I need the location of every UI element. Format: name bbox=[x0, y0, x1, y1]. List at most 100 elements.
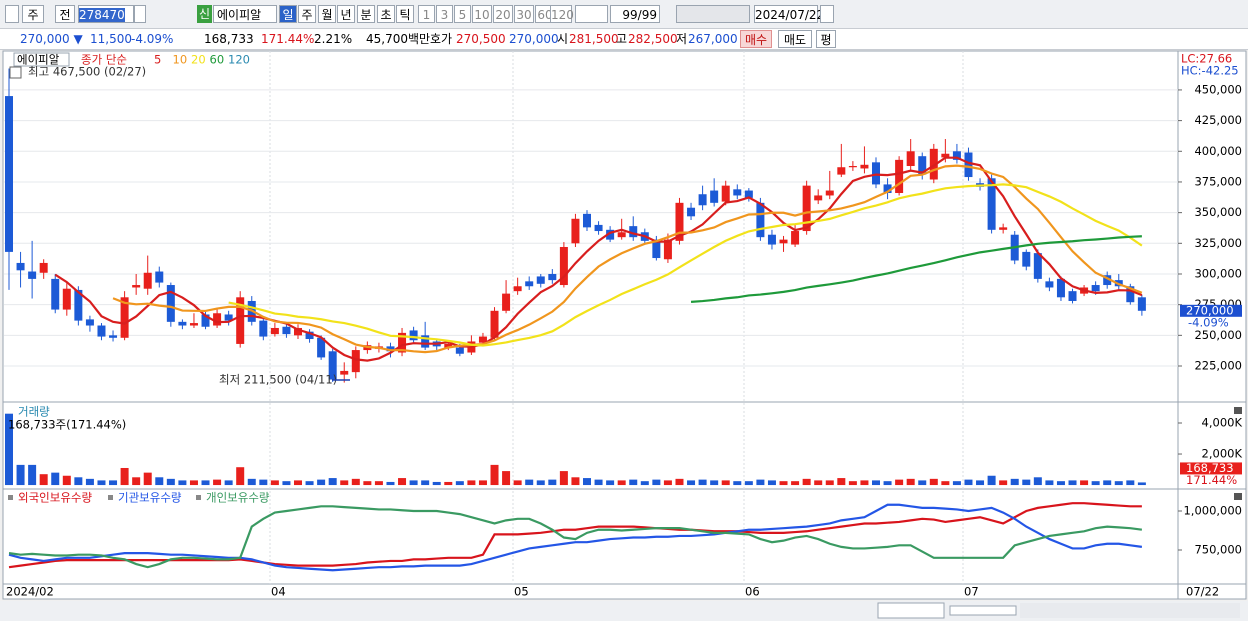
range[interactable]: 99/99 bbox=[610, 5, 660, 23]
interval[interactable]: 월 bbox=[318, 5, 336, 23]
buy-button[interactable]: 매수 bbox=[740, 30, 772, 48]
candle-body bbox=[756, 202, 765, 238]
count[interactable]: 1 bbox=[418, 5, 435, 23]
volume-bar bbox=[74, 477, 83, 486]
volume-bar bbox=[236, 467, 245, 486]
turnover: 2.21% bbox=[314, 32, 353, 46]
volume-bar bbox=[675, 478, 684, 486]
volume-bar bbox=[964, 479, 973, 486]
volume: 168,733 bbox=[204, 32, 254, 46]
candle-body bbox=[328, 351, 337, 380]
interval[interactable]: 틱 bbox=[396, 5, 414, 23]
candle-body bbox=[305, 331, 314, 340]
candle-body bbox=[351, 350, 360, 373]
volume-bar bbox=[1103, 480, 1112, 486]
count[interactable]: 120 bbox=[550, 5, 574, 23]
eval-button[interactable]: 평 bbox=[816, 30, 836, 48]
hc: HC:-42.25 bbox=[1181, 64, 1239, 78]
candle-body bbox=[340, 370, 349, 375]
menu-icon[interactable] bbox=[5, 5, 19, 23]
volume-bar bbox=[744, 481, 753, 486]
open: 281,500 bbox=[569, 32, 619, 46]
lc: LC:27.66 bbox=[1181, 52, 1232, 66]
candle-body bbox=[1056, 278, 1065, 298]
y-tick-label: 750,000 bbox=[1194, 543, 1242, 557]
candle-body bbox=[652, 239, 661, 259]
stock-name[interactable]: 에이피알 bbox=[213, 5, 277, 23]
count[interactable]: 3 bbox=[436, 5, 453, 23]
legend-label: 외국인보유수량 bbox=[18, 491, 92, 505]
date-field[interactable]: 2024/07/22 bbox=[754, 5, 824, 23]
moving-average bbox=[112, 164, 1143, 354]
y-tick-label: 2,000K bbox=[1202, 447, 1243, 461]
calendar-icon[interactable] bbox=[820, 5, 834, 23]
prev-box[interactable]: 전 bbox=[55, 5, 75, 23]
volume-bar bbox=[1045, 480, 1054, 486]
ma-legend: 60 bbox=[210, 53, 225, 67]
candle-body bbox=[490, 310, 499, 338]
tool-buttons[interactable] bbox=[1020, 603, 1240, 618]
interval[interactable]: 분 bbox=[357, 5, 375, 23]
candle-body bbox=[906, 151, 915, 167]
volume-bar bbox=[594, 479, 603, 486]
volume-bar bbox=[872, 480, 880, 486]
count[interactable]: 10 bbox=[472, 5, 492, 23]
volume-bar bbox=[1022, 479, 1031, 486]
close-icon[interactable] bbox=[1234, 493, 1242, 500]
candle-body bbox=[1068, 291, 1077, 301]
tool-icons[interactable] bbox=[676, 5, 750, 23]
volume-bar bbox=[640, 481, 649, 486]
moving-average bbox=[54, 156, 1143, 362]
interval[interactable]: 주 bbox=[298, 5, 316, 23]
candle-body bbox=[1103, 275, 1112, 286]
dropdown[interactable] bbox=[134, 5, 146, 23]
volume-bar bbox=[999, 480, 1008, 486]
volume-bar bbox=[606, 480, 615, 486]
volume-bar bbox=[663, 480, 672, 486]
volume-bar bbox=[571, 477, 580, 486]
candle-body bbox=[120, 297, 129, 338]
count[interactable]: 30 bbox=[514, 5, 534, 23]
candle-body bbox=[143, 272, 152, 289]
volume-bar bbox=[363, 481, 372, 486]
candle-body bbox=[236, 297, 245, 344]
count[interactable]: 20 bbox=[493, 5, 513, 23]
volume-bar bbox=[848, 481, 857, 486]
candle-body bbox=[1137, 297, 1146, 311]
ma-legend: 20 bbox=[191, 53, 206, 67]
candle-body bbox=[594, 224, 603, 232]
y-tick-label: 425,000 bbox=[1194, 113, 1242, 127]
close-icon[interactable] bbox=[1234, 407, 1242, 414]
volume-bar bbox=[432, 481, 441, 486]
sell-button[interactable]: 매도 bbox=[778, 30, 812, 48]
nav-buttons[interactable] bbox=[877, 602, 945, 619]
period-box[interactable]: 주 bbox=[22, 5, 44, 23]
code-field[interactable]: 278470 bbox=[78, 5, 134, 23]
volume-bar bbox=[294, 480, 302, 486]
volume-bar bbox=[120, 467, 129, 486]
volume-bar bbox=[629, 479, 638, 486]
interval[interactable]: 초 bbox=[377, 5, 395, 23]
volume-bar bbox=[166, 478, 175, 486]
volume-bar bbox=[270, 480, 279, 486]
candle-body bbox=[478, 336, 487, 343]
count[interactable]: 5 bbox=[454, 5, 471, 23]
candle-body bbox=[132, 285, 141, 288]
candle-body bbox=[421, 335, 430, 348]
volume-bar bbox=[617, 480, 626, 486]
interval[interactable]: 년 bbox=[337, 5, 355, 23]
legend-label: 기관보유수량 bbox=[118, 491, 182, 505]
volume-bar bbox=[814, 480, 823, 486]
y-tick-label: 400,000 bbox=[1194, 144, 1242, 158]
current-price-tag bbox=[1180, 304, 1242, 317]
date-label: 06 bbox=[745, 585, 760, 599]
blank-dropdown[interactable] bbox=[575, 5, 608, 23]
candle-body bbox=[814, 195, 823, 201]
zoom-slider[interactable] bbox=[949, 605, 1017, 616]
candle-body bbox=[28, 271, 37, 279]
volume-bar bbox=[733, 481, 742, 486]
candle-body bbox=[224, 314, 233, 321]
low-label: 저 bbox=[676, 32, 688, 46]
interval[interactable]: 일 bbox=[279, 5, 297, 23]
note-icon bbox=[9, 66, 22, 79]
